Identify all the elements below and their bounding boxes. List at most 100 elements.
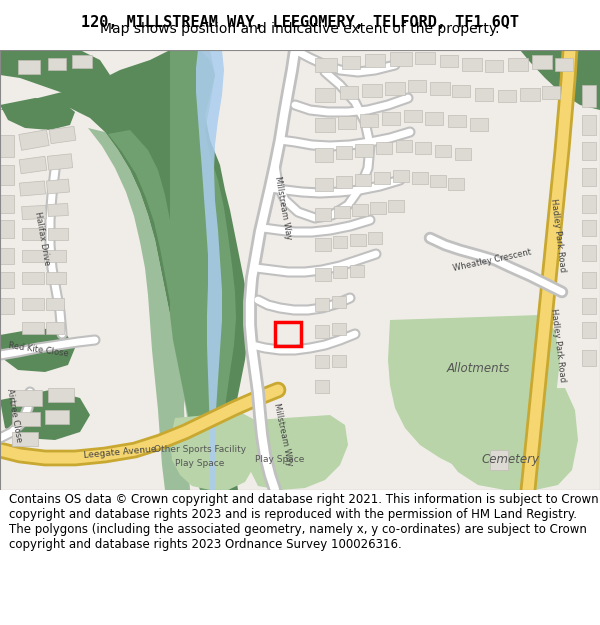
Polygon shape bbox=[170, 412, 260, 490]
Bar bbox=[22, 228, 45, 240]
Bar bbox=[0, 135, 14, 157]
Bar bbox=[355, 144, 373, 157]
Bar bbox=[46, 298, 64, 310]
Bar bbox=[333, 266, 347, 278]
Bar bbox=[393, 170, 409, 182]
Bar bbox=[315, 325, 329, 338]
Bar bbox=[582, 272, 596, 288]
Bar bbox=[448, 115, 466, 127]
Bar bbox=[415, 142, 431, 154]
Bar bbox=[582, 85, 596, 107]
Bar bbox=[582, 115, 596, 135]
Bar bbox=[0, 248, 14, 264]
Bar bbox=[46, 322, 64, 334]
Bar bbox=[462, 58, 482, 71]
Polygon shape bbox=[0, 50, 248, 490]
Text: Contains OS data © Crown copyright and database right 2021. This information is : Contains OS data © Crown copyright and d… bbox=[9, 492, 599, 551]
Bar bbox=[0, 165, 14, 185]
Bar bbox=[12, 432, 38, 446]
Bar bbox=[332, 296, 346, 308]
Bar bbox=[48, 388, 74, 402]
Bar bbox=[508, 58, 528, 71]
Bar bbox=[490, 450, 508, 470]
Bar bbox=[275, 322, 301, 346]
Polygon shape bbox=[440, 388, 578, 490]
Bar bbox=[332, 355, 346, 367]
Bar bbox=[315, 148, 333, 162]
Bar bbox=[46, 179, 70, 194]
Bar bbox=[582, 142, 596, 160]
Bar bbox=[315, 58, 337, 72]
Bar bbox=[582, 322, 596, 338]
Bar bbox=[498, 90, 516, 102]
Bar bbox=[18, 60, 40, 74]
Bar bbox=[338, 116, 356, 129]
Bar bbox=[19, 156, 47, 174]
Bar bbox=[582, 245, 596, 261]
Bar bbox=[332, 323, 346, 335]
Bar bbox=[374, 172, 390, 184]
Bar bbox=[388, 200, 404, 212]
Bar bbox=[532, 55, 552, 69]
Bar bbox=[376, 142, 392, 154]
Bar bbox=[49, 126, 76, 144]
Bar bbox=[415, 52, 435, 64]
Bar bbox=[396, 140, 412, 152]
Bar bbox=[22, 272, 44, 284]
Bar bbox=[334, 206, 350, 218]
Bar bbox=[315, 298, 329, 311]
Text: Play Space: Play Space bbox=[256, 456, 305, 464]
Bar bbox=[315, 118, 335, 132]
Bar bbox=[404, 110, 422, 122]
Bar bbox=[430, 175, 446, 187]
Bar bbox=[455, 148, 471, 160]
Bar bbox=[47, 154, 73, 170]
Text: Hadley Park Road: Hadley Park Road bbox=[549, 198, 567, 272]
Bar bbox=[582, 298, 596, 314]
Bar bbox=[22, 322, 44, 334]
Polygon shape bbox=[196, 50, 224, 490]
Bar bbox=[435, 145, 451, 157]
Bar bbox=[0, 272, 14, 288]
Bar bbox=[336, 146, 352, 159]
Polygon shape bbox=[388, 315, 560, 472]
Bar bbox=[352, 204, 368, 216]
Polygon shape bbox=[0, 50, 110, 95]
Bar bbox=[582, 220, 596, 236]
Bar bbox=[336, 176, 352, 188]
Bar bbox=[45, 410, 69, 424]
Bar bbox=[360, 114, 378, 127]
Polygon shape bbox=[248, 415, 348, 490]
Bar bbox=[12, 390, 42, 406]
Text: Leegate Avenue: Leegate Avenue bbox=[83, 444, 157, 459]
Bar bbox=[48, 228, 68, 240]
Bar bbox=[48, 58, 66, 70]
Bar bbox=[412, 172, 428, 184]
Polygon shape bbox=[0, 328, 75, 372]
Bar bbox=[350, 234, 366, 246]
Bar bbox=[0, 220, 14, 238]
Text: Play Space: Play Space bbox=[175, 459, 224, 469]
Text: Wheatley Crescent: Wheatley Crescent bbox=[452, 248, 532, 272]
Bar bbox=[47, 204, 68, 216]
Text: Millstream Way: Millstream Way bbox=[272, 402, 294, 468]
Bar bbox=[72, 55, 92, 68]
Bar bbox=[485, 60, 503, 72]
Bar bbox=[12, 412, 40, 426]
Bar bbox=[0, 195, 14, 213]
Bar bbox=[22, 206, 46, 219]
Bar bbox=[22, 250, 44, 262]
Bar bbox=[315, 208, 331, 221]
Bar bbox=[46, 250, 66, 262]
Bar bbox=[390, 52, 412, 66]
Bar bbox=[340, 86, 358, 99]
Polygon shape bbox=[88, 50, 236, 490]
Bar bbox=[452, 85, 470, 97]
Bar bbox=[370, 202, 386, 214]
Text: Other Sports Facility: Other Sports Facility bbox=[154, 446, 246, 454]
Bar bbox=[368, 232, 382, 244]
Text: 120, MILLSTREAM WAY, LEEGOMERY, TELFORD, TF1 6QT: 120, MILLSTREAM WAY, LEEGOMERY, TELFORD,… bbox=[81, 15, 519, 30]
Bar bbox=[315, 355, 329, 368]
Text: Halifax Drive: Halifax Drive bbox=[33, 211, 51, 266]
Bar bbox=[365, 54, 385, 67]
